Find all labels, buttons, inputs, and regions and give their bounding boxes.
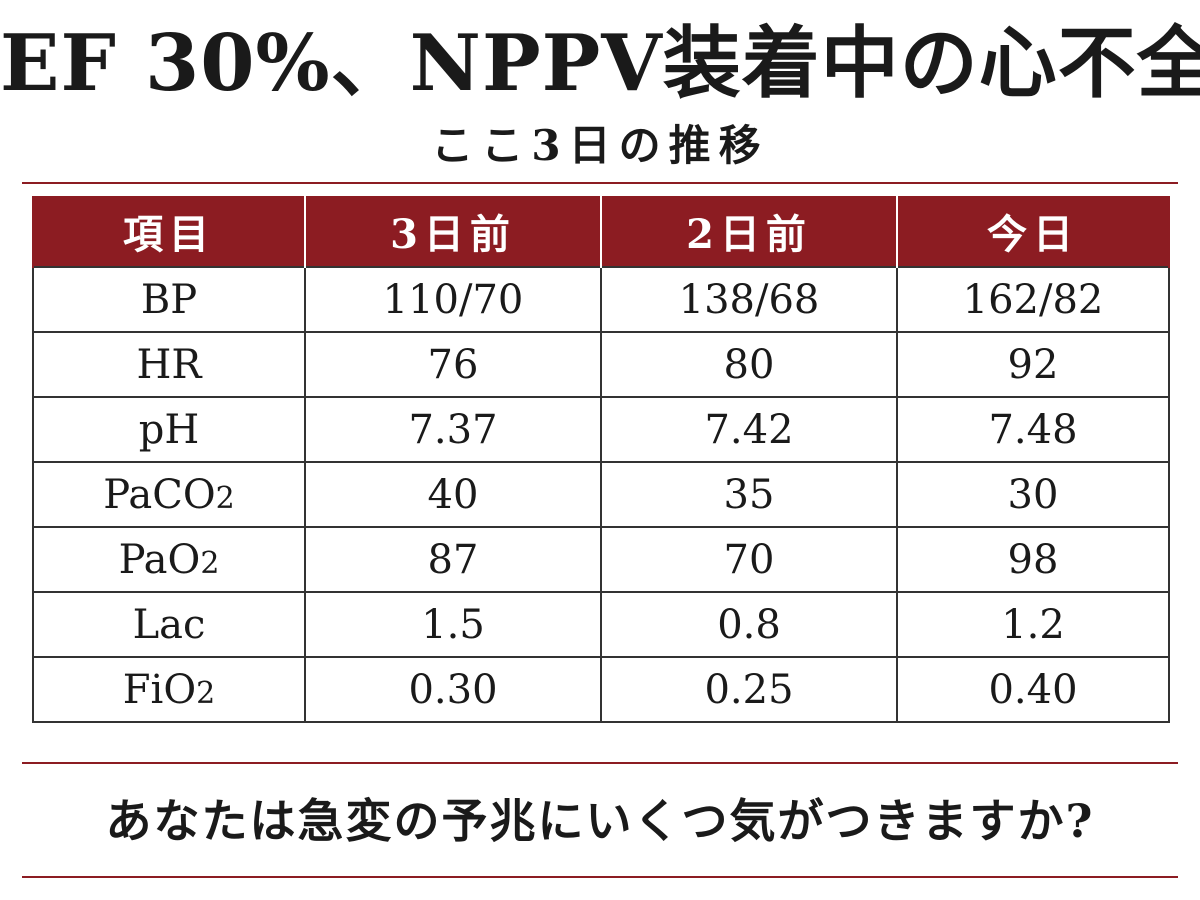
table-row: FiO2 0.30 0.25 0.40 <box>32 656 1170 723</box>
question-text: あなたは急変の予兆にいくつ気がつきますか? <box>105 794 1095 848</box>
table-cell: 76 <box>304 331 602 398</box>
row-label-text: HR <box>136 341 202 388</box>
row-label-text: FiO <box>122 666 197 713</box>
table-row: PaO2 87 70 98 <box>32 526 1170 593</box>
table-cell: 7.37 <box>304 396 602 463</box>
page-title: EF 30%、NPPV装着中の心不全 <box>0 18 1200 109</box>
table-cell: 30 <box>896 461 1170 528</box>
table-row: BP 110/70 138/68 162/82 <box>32 266 1170 333</box>
table-header-row: 項目 3日前 2日前 今日 <box>32 196 1170 267</box>
table-cell: 35 <box>600 461 898 528</box>
middle-divider <box>22 762 1178 764</box>
table-cell: 87 <box>304 526 602 593</box>
row-label-subscript: 2 <box>196 675 216 711</box>
table-row: Lac 1.5 0.8 1.2 <box>32 591 1170 658</box>
row-label-subscript: 2 <box>200 545 220 581</box>
table-cell: 0.8 <box>600 591 898 658</box>
row-label: PaCO2 <box>32 461 306 528</box>
table-cell: 110/70 <box>304 266 602 333</box>
row-label: PaO2 <box>32 526 306 593</box>
header-3-days-ago: 3日前 <box>304 196 602 267</box>
table-cell: 7.48 <box>896 396 1170 463</box>
table-cell: 162/82 <box>896 266 1170 333</box>
table-cell: 1.2 <box>896 591 1170 658</box>
table-cell: 1.5 <box>304 591 602 658</box>
header-item: 項目 <box>32 196 306 267</box>
table-cell: 92 <box>896 331 1170 398</box>
table-cell: 0.25 <box>600 656 898 723</box>
row-label-text: Lac <box>132 601 206 648</box>
row-label: HR <box>32 331 306 398</box>
row-label-text: PaO <box>118 536 201 583</box>
table-row: HR 76 80 92 <box>32 331 1170 398</box>
row-label-text: BP <box>140 276 198 323</box>
table-row: PaCO2 40 35 30 <box>32 461 1170 528</box>
row-label: BP <box>32 266 306 333</box>
table-cell: 0.30 <box>304 656 602 723</box>
table-cell: 70 <box>600 526 898 593</box>
table-cell: 98 <box>896 526 1170 593</box>
table-row: pH 7.37 7.42 7.48 <box>32 396 1170 463</box>
row-label-subscript: 2 <box>215 480 235 516</box>
table-cell: 40 <box>304 461 602 528</box>
row-label: Lac <box>32 591 306 658</box>
top-divider <box>22 182 1178 184</box>
row-label: FiO2 <box>32 656 306 723</box>
header-today: 今日 <box>896 196 1170 267</box>
table-cell: 0.40 <box>896 656 1170 723</box>
bottom-divider <box>22 876 1178 878</box>
row-label-text: pH <box>138 406 200 453</box>
row-label-text: PaCO <box>103 471 216 518</box>
header-2-days-ago: 2日前 <box>600 196 898 267</box>
table-cell: 7.42 <box>600 396 898 463</box>
page-subtitle: ここ3日の推移 <box>431 121 769 170</box>
table-cell: 80 <box>600 331 898 398</box>
row-label: pH <box>32 396 306 463</box>
vitals-table: 項目 3日前 2日前 今日 BP 110/70 138/68 162/82 HR… <box>32 196 1170 723</box>
table-cell: 138/68 <box>600 266 898 333</box>
